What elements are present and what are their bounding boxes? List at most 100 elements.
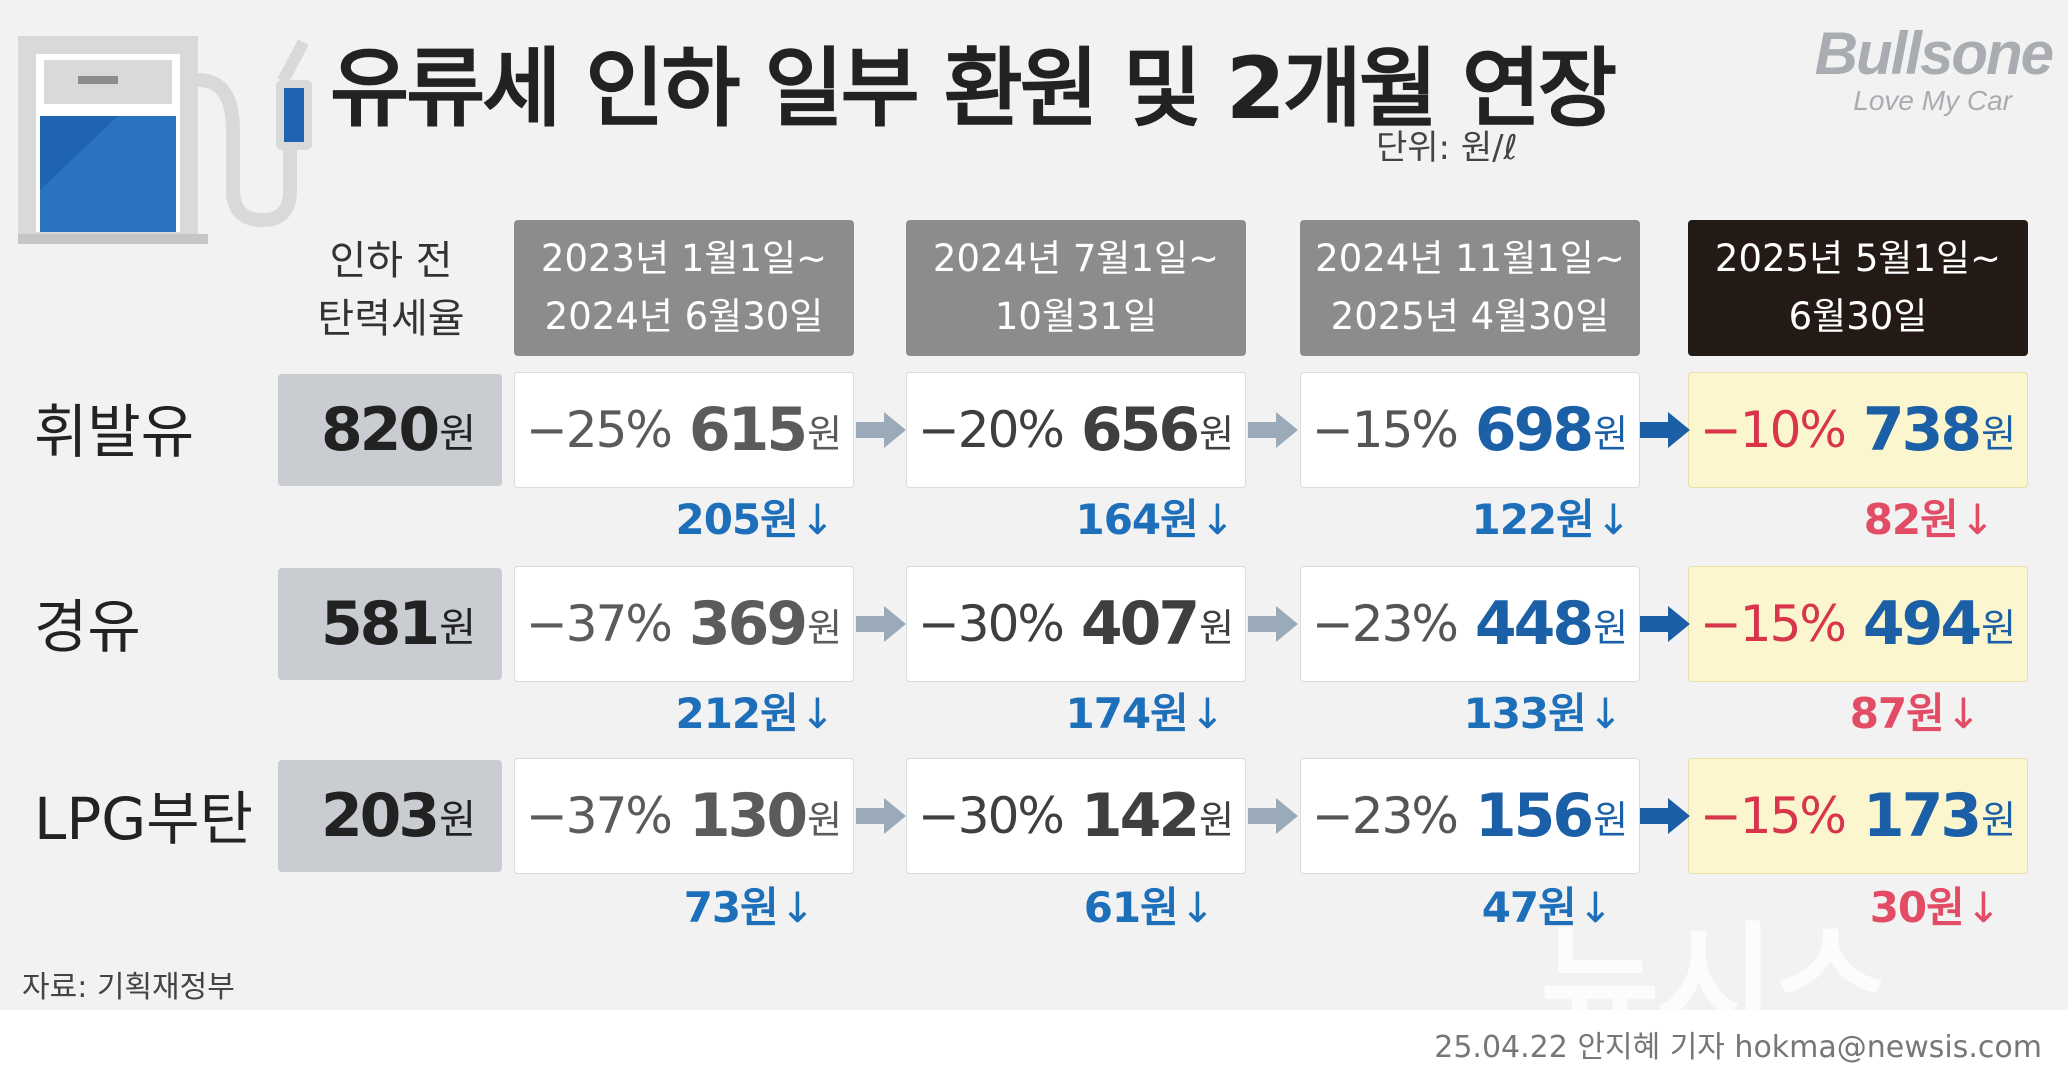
reduction-amount-current: 30원↓ [1660, 880, 2001, 936]
reduction-amount: 47원↓ [1272, 880, 1613, 936]
fuel-label-gasoline: 휘발유 [34, 398, 195, 466]
reduction-amount: 212원↓ [494, 686, 835, 742]
cut-rate: −37% [525, 595, 673, 653]
reduction-value: 212원 [675, 689, 798, 738]
reduction-amount: 122원↓ [1290, 492, 1631, 548]
won-suffix: 원 [807, 797, 843, 842]
reduction-value: 87원 [1849, 689, 1945, 738]
down-arrow-icon: ↓ [1189, 689, 1225, 738]
period-header-line1: 2023년 1월1일~ [540, 237, 828, 280]
source-note: 자료: 기획재정부 [22, 970, 235, 1005]
tax-value: 369 [688, 589, 808, 659]
won-suffix: 원 [1593, 411, 1629, 456]
rate-cell: −23% 448 원 [1300, 566, 1640, 682]
rate-cell-current: −15% 494 원 [1688, 566, 2028, 682]
period-header-line1: 2024년 11월1일~ [1315, 237, 1625, 280]
reduction-amount: 205원↓ [494, 492, 835, 548]
rate-cell: −30% 142 원 [906, 758, 1246, 874]
reduction-value: 174원 [1065, 689, 1188, 738]
down-arrow-icon: ↓ [1965, 883, 2001, 932]
down-arrow-icon: ↓ [799, 689, 835, 738]
tax-value: 615 [688, 395, 808, 465]
won-suffix: 원 [1981, 411, 2017, 456]
arrow-right-icon [1640, 606, 1690, 642]
rate-cell: −37% 369 원 [514, 566, 854, 682]
reduction-value: 133원 [1463, 689, 1586, 738]
before-header-line2: 탄력세율 [317, 296, 465, 342]
cut-rate: −37% [525, 787, 673, 845]
cut-rate: −30% [917, 595, 1065, 653]
base-rate-diesel: 581 원 [278, 568, 502, 680]
tax-value: 448 [1474, 589, 1594, 659]
reduction-amount-current: 82원↓ [1654, 492, 1995, 548]
down-arrow-icon: ↓ [1179, 883, 1215, 932]
arrow-right-icon [856, 606, 906, 642]
down-arrow-icon: ↓ [799, 495, 835, 544]
won-suffix: 원 [1981, 797, 2017, 842]
tax-value: 698 [1474, 395, 1594, 465]
brand-logo: Bullsone Love My Car [1814, 20, 2054, 118]
rate-cell: −20% 656 원 [906, 372, 1246, 488]
reduction-value: 82원 [1863, 495, 1959, 544]
reduction-amount: 73원↓ [474, 880, 815, 936]
cut-rate: −15% [1311, 401, 1459, 459]
rate-cell: −25% 615 원 [514, 372, 854, 488]
down-arrow-icon: ↓ [1199, 495, 1235, 544]
period-header-4-current: 2025년 5월1일~ 6월30일 [1688, 220, 2028, 356]
brand-tagline: Love My Car [1853, 85, 2012, 116]
reduction-amount: 164원↓ [894, 492, 1235, 548]
base-value: 581 [320, 589, 440, 659]
cut-rate: −23% [1311, 787, 1459, 845]
chart-title: 유류세 인하 일부 환원 및 2개월 연장 [330, 39, 1617, 139]
reduction-value: 47원 [1481, 883, 1577, 932]
arrow-right-icon [1640, 798, 1690, 834]
tax-value: 494 [1862, 589, 1982, 659]
rate-cell: −37% 130 원 [514, 758, 854, 874]
base-value: 203 [320, 781, 440, 851]
cut-rate: −23% [1311, 595, 1459, 653]
fuel-label-diesel: 경유 [34, 593, 141, 661]
tax-value: 407 [1080, 589, 1200, 659]
cut-rate: −30% [917, 787, 1065, 845]
period-header-3: 2024년 11월1일~ 2025년 4월30일 [1300, 220, 1640, 356]
rate-cell-current: −10% 738 원 [1688, 372, 2028, 488]
down-arrow-icon: ↓ [1577, 883, 1613, 932]
down-arrow-icon: ↓ [779, 883, 815, 932]
brand-name: Bullsone [1814, 20, 2054, 87]
arrow-right-icon [1248, 606, 1298, 642]
base-rate-lpg: 203 원 [278, 760, 502, 872]
period-header-line2: 6월30일 [1788, 295, 1928, 338]
won-suffix: 원 [439, 605, 476, 651]
reduction-value: 122원 [1471, 495, 1594, 544]
before-header-line1: 인하 전 [329, 238, 453, 284]
won-suffix: 원 [1199, 411, 1235, 456]
cut-rate: −10% [1699, 401, 1847, 459]
footer-band [0, 1010, 2068, 1073]
before-header: 인하 전 탄력세율 [278, 232, 504, 348]
rate-cell: −15% 698 원 [1300, 372, 1640, 488]
tax-value: 130 [688, 781, 808, 851]
won-suffix: 원 [1593, 797, 1629, 842]
cut-rate: −15% [1699, 787, 1847, 845]
reduction-amount: 61원↓ [874, 880, 1215, 936]
tax-value: 738 [1862, 395, 1982, 465]
won-suffix: 원 [1199, 605, 1235, 650]
reduction-amount: 174원↓ [884, 686, 1225, 742]
arrow-right-icon [856, 412, 906, 448]
won-suffix: 원 [1199, 797, 1235, 842]
reduction-value: 205원 [675, 495, 798, 544]
down-arrow-icon: ↓ [1959, 495, 1995, 544]
reduction-value: 73원 [683, 883, 779, 932]
arrow-right-icon [1640, 412, 1690, 448]
rate-cell: −30% 407 원 [906, 566, 1246, 682]
reduction-amount-current: 87원↓ [1640, 686, 1981, 742]
tax-value: 156 [1474, 781, 1594, 851]
reporter-credit: 25.04.22 안지혜 기자 hokma@newsis.com [1434, 1030, 2042, 1065]
won-suffix: 원 [807, 411, 843, 456]
reduction-value: 61원 [1083, 883, 1179, 932]
tax-value: 656 [1080, 395, 1200, 465]
down-arrow-icon: ↓ [1595, 495, 1631, 544]
won-suffix: 원 [439, 411, 476, 457]
period-header-1: 2023년 1월1일~ 2024년 6월30일 [514, 220, 854, 356]
arrow-right-icon [856, 798, 906, 834]
